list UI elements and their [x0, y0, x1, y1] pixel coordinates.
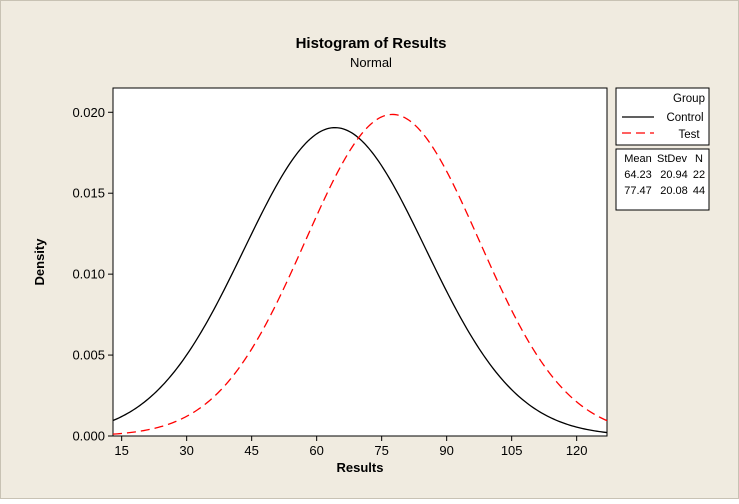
- density-curves: [112, 113, 608, 435]
- stats-header-mean: Mean: [624, 153, 652, 165]
- stats-header-stdev: StDev: [657, 153, 687, 165]
- density-curve-test: [112, 113, 608, 435]
- y-axis-label: Density: [32, 238, 47, 286]
- x-tick-label: 120: [566, 443, 588, 458]
- stats-table: Mean StDev N 64.23 20.94 22 77.47 20.08 …: [615, 148, 710, 211]
- y-axis-ticks: 0.000 0.005 0.010 0.015 0.020: [72, 105, 113, 444]
- stats-row-control-n: 22: [693, 169, 705, 181]
- y-tick-label: 0.005: [72, 348, 105, 363]
- legend: Group Control Test: [615, 87, 710, 146]
- y-tick-label: 0.020: [72, 105, 105, 120]
- chart-title: Histogram of Results: [296, 35, 447, 52]
- x-tick-label: 15: [114, 443, 128, 458]
- x-tick-label: 60: [309, 443, 323, 458]
- legend-label-test: Test: [678, 129, 700, 141]
- stats-row-test-n: 44: [693, 185, 705, 197]
- x-tick-label: 75: [374, 443, 388, 458]
- density-curve-control: [112, 126, 608, 434]
- y-tick-label: 0.000: [72, 429, 105, 444]
- stats-row-test-mean: 77.47: [624, 185, 652, 197]
- stats-row-control-mean: 64.23: [624, 169, 652, 181]
- x-tick-label: 105: [501, 443, 523, 458]
- x-axis-label: Results: [337, 460, 384, 475]
- x-tick-label: 30: [179, 443, 193, 458]
- stats-row-test-stdev: 20.08: [660, 185, 688, 197]
- x-tick-label: 90: [439, 443, 453, 458]
- stats-table-box: [615, 148, 710, 211]
- chart-subtitle: Normal: [350, 55, 392, 70]
- legend-title: Group: [673, 93, 705, 105]
- plot-area: [112, 87, 608, 437]
- stats-row-control-stdev: 20.94: [660, 169, 688, 181]
- x-axis-ticks: 15 30 45 60 75 90 105 120: [114, 436, 588, 458]
- y-tick-label: 0.015: [72, 186, 105, 201]
- stats-header-n: N: [695, 153, 703, 165]
- x-tick-label: 45: [244, 443, 258, 458]
- legend-label-control: Control: [666, 112, 703, 124]
- y-tick-label: 0.010: [72, 267, 105, 282]
